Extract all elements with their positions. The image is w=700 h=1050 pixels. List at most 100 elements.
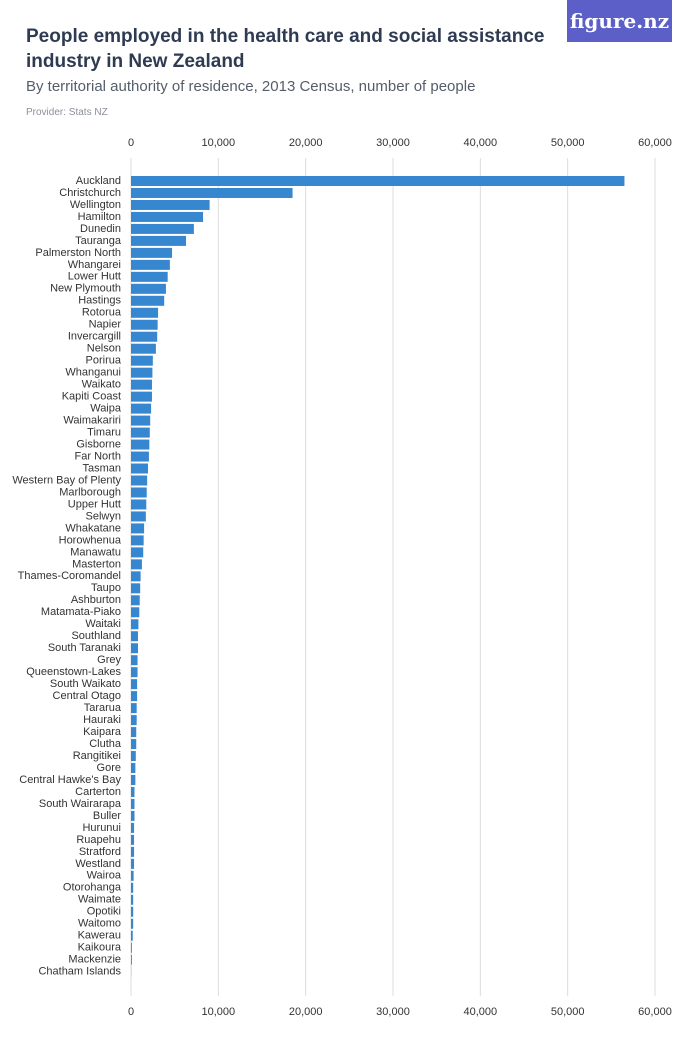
y-tick-label: South Wairarapa bbox=[39, 798, 122, 810]
y-tick-label: Hurunui bbox=[82, 822, 121, 834]
x-tick-label: 60,000 bbox=[638, 1006, 672, 1018]
y-tick-label: Kawerau bbox=[78, 930, 121, 942]
y-tick-label: Whanganui bbox=[65, 367, 121, 379]
bar bbox=[131, 523, 145, 534]
y-tick-label: Western Bay of Plenty bbox=[12, 474, 121, 486]
y-tick-label: Tararua bbox=[84, 702, 122, 714]
bar bbox=[131, 858, 135, 869]
x-tick-label: 20,000 bbox=[289, 137, 323, 149]
bar bbox=[131, 547, 144, 558]
y-tick-label: Hamilton bbox=[78, 211, 121, 223]
y-tick-label: Westland bbox=[75, 858, 121, 870]
bar bbox=[131, 235, 187, 246]
bar bbox=[131, 427, 150, 438]
y-tick-label: Tauranga bbox=[75, 235, 122, 247]
bar bbox=[131, 751, 136, 762]
bar bbox=[131, 583, 141, 594]
bar bbox=[131, 775, 136, 785]
bar bbox=[131, 475, 148, 486]
bar bbox=[131, 846, 135, 857]
bar bbox=[131, 307, 159, 318]
bar bbox=[131, 715, 137, 726]
x-tick-label: 10,000 bbox=[202, 1006, 236, 1018]
y-tick-label: Central Hawke's Bay bbox=[19, 774, 121, 786]
bar bbox=[131, 367, 153, 378]
y-tick-label: Kaikoura bbox=[78, 942, 122, 954]
y-tick-label: Kaipara bbox=[83, 726, 122, 738]
y-tick-label: Kapiti Coast bbox=[62, 391, 121, 403]
y-tick-label: Carterton bbox=[75, 786, 121, 798]
bar bbox=[131, 403, 152, 414]
y-tick-label: South Waikato bbox=[50, 678, 121, 690]
y-tick-label: Grey bbox=[97, 654, 121, 666]
bar bbox=[131, 822, 135, 833]
x-tick-label: 40,000 bbox=[464, 1006, 498, 1018]
bar bbox=[131, 571, 141, 582]
bar bbox=[131, 834, 135, 845]
y-tick-label: Mackenzie bbox=[68, 954, 121, 966]
bar bbox=[131, 211, 204, 222]
y-tick-label: Opotiki bbox=[87, 906, 121, 918]
bar bbox=[131, 247, 173, 258]
y-tick-label: Ashburton bbox=[71, 594, 121, 606]
x-tick-label: 10,000 bbox=[202, 137, 236, 149]
y-tick-label: Palmerston North bbox=[35, 247, 121, 259]
bar bbox=[131, 739, 137, 750]
bar bbox=[131, 187, 293, 198]
x-tick-label: 30,000 bbox=[376, 1006, 410, 1018]
bar bbox=[131, 643, 138, 654]
x-tick-label: 60,000 bbox=[638, 137, 672, 149]
y-tick-label: Gore bbox=[97, 762, 121, 774]
bar bbox=[131, 906, 134, 917]
chart-title: People employed in the health care and s… bbox=[26, 26, 545, 72]
y-tick-label: Christchurch bbox=[59, 187, 121, 199]
bar bbox=[131, 559, 142, 570]
x-tick-label: 50,000 bbox=[551, 137, 585, 149]
y-tick-label: Wellington bbox=[70, 199, 121, 211]
y-tick-label: Napier bbox=[89, 319, 122, 331]
y-tick-label: Hastings bbox=[78, 295, 121, 307]
y-tick-label: Waitomo bbox=[78, 918, 121, 930]
bar bbox=[131, 619, 139, 630]
bar bbox=[131, 439, 150, 450]
y-tick-label: Waikato bbox=[82, 379, 121, 391]
y-tick-label: New Plymouth bbox=[50, 283, 121, 295]
y-tick-label: Auckland bbox=[76, 175, 121, 187]
y-tick-label: Queenstown-Lakes bbox=[26, 666, 121, 678]
bar bbox=[131, 954, 132, 965]
y-tick-label: Gisborne bbox=[76, 438, 121, 450]
bar bbox=[131, 703, 137, 714]
logo[interactable]: figure.nz bbox=[567, 0, 672, 42]
bar bbox=[131, 391, 152, 402]
bar bbox=[131, 798, 135, 809]
y-tick-label: Horowhenua bbox=[59, 534, 122, 546]
x-tick-label: 30,000 bbox=[376, 137, 410, 149]
y-tick-label: Waimate bbox=[78, 894, 121, 906]
y-tick-label: South Taranaki bbox=[48, 642, 121, 654]
bar bbox=[131, 499, 147, 510]
y-tick-label: Rotorua bbox=[82, 307, 122, 319]
y-tick-label: Southland bbox=[71, 630, 121, 642]
bar bbox=[131, 295, 165, 306]
y-tick-label: Hauraki bbox=[83, 714, 121, 726]
y-tick-label: Thames-Coromandel bbox=[18, 570, 121, 582]
bar bbox=[131, 679, 138, 690]
chart-subtitle: By territorial authority of residence, 2… bbox=[26, 78, 476, 95]
y-tick-label: Waipa bbox=[90, 403, 122, 415]
y-tick-label: Ruapehu bbox=[76, 834, 121, 846]
bar bbox=[131, 176, 625, 186]
bar bbox=[131, 727, 137, 738]
y-tick-label: Lower Hutt bbox=[68, 271, 121, 283]
y-tick-label: Whangarei bbox=[68, 259, 121, 271]
y-tick-label: Clutha bbox=[89, 738, 122, 750]
x-tick-label: 20,000 bbox=[289, 1006, 323, 1018]
bar bbox=[131, 930, 133, 941]
provider: Provider: Stats NZ bbox=[26, 107, 108, 118]
y-tick-label: Taupo bbox=[91, 582, 121, 594]
y-tick-label: Otorohanga bbox=[63, 882, 122, 894]
bar bbox=[131, 463, 149, 474]
x-tick-label: 40,000 bbox=[464, 137, 498, 149]
y-tick-label: Matamata-Piako bbox=[41, 606, 121, 618]
